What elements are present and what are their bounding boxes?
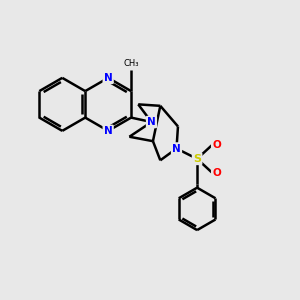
Text: O: O (212, 140, 221, 150)
Text: N: N (104, 126, 112, 136)
Text: N: N (172, 143, 181, 154)
Text: N: N (104, 73, 112, 83)
Text: S: S (193, 154, 201, 164)
Text: O: O (212, 168, 221, 178)
Text: CH₃: CH₃ (123, 59, 139, 68)
Text: N: N (147, 117, 156, 127)
